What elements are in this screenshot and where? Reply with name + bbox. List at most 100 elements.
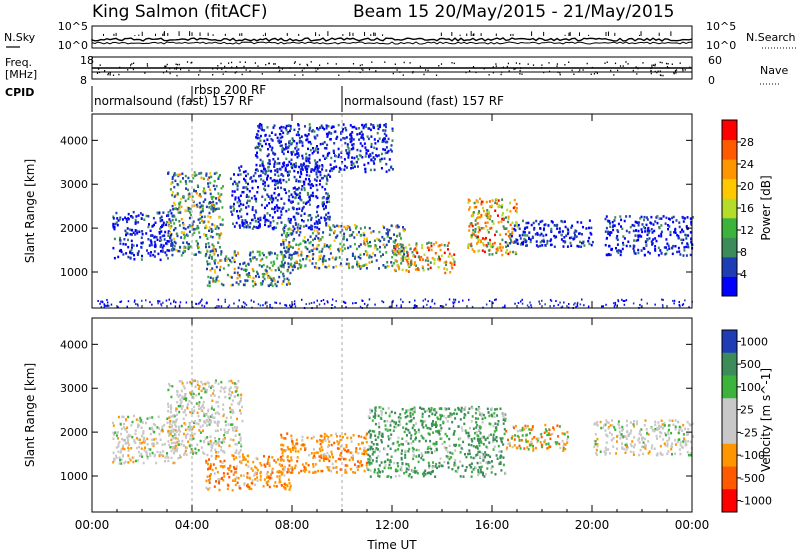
data-cell [297,267,300,270]
data-cell [302,225,305,228]
data-cell [522,232,525,236]
data-cell [325,156,328,160]
data-cell [220,282,223,286]
data-cell [212,249,215,253]
data-cell [269,283,272,286]
data-cell [184,174,187,178]
ground-scatter-cell [433,302,436,305]
freq-dot [217,65,219,67]
ground-scatter-cell [135,303,137,305]
data-cell [414,408,416,411]
data-cell [243,222,246,226]
data-cell [266,204,268,207]
data-cell [428,246,431,250]
data-cell [210,454,213,458]
data-cell [350,451,353,454]
data-cell [383,157,386,160]
data-cell [285,209,288,213]
data-cell [215,197,218,200]
power-colorbar-label: Power [dB] [759,175,773,240]
data-cell [178,443,181,446]
data-cell [512,250,515,254]
data-cell [480,470,483,474]
data-cell [324,439,327,442]
data-cell [280,221,283,224]
data-cell [209,467,212,470]
data-cell [410,263,413,267]
data-cell [637,251,640,255]
data-cell [171,446,174,449]
data-cell [326,457,329,460]
data-cell [387,444,390,448]
data-cell [149,432,152,436]
data-cell [650,228,653,231]
data-cell [212,252,215,256]
data-cell [435,425,437,429]
data-cell [373,162,376,165]
data-cell [300,469,303,473]
data-cell [326,154,329,157]
data-cell [629,244,632,248]
data-cell [234,426,236,429]
data-cell [170,408,172,411]
ground-scatter-cell [452,302,455,305]
data-cell [169,231,171,235]
data-cell [415,248,418,252]
data-cell [424,259,427,262]
data-cell [188,444,191,447]
data-cell [384,137,386,140]
data-cell [478,229,481,232]
noise-sky-trace [91,37,693,42]
ground-scatter-cell [462,299,464,302]
data-cell [588,236,591,240]
data-cell [308,250,311,253]
ground-scatter-cell [149,301,151,304]
data-cell [328,454,331,457]
data-cell [518,234,521,237]
data-cell [504,417,507,421]
data-cell [305,138,308,142]
data-cell [238,224,241,227]
data-cell [307,238,309,242]
data-cell [124,243,127,246]
data-cell [271,279,274,283]
data-cell [272,199,275,202]
data-cell [339,434,342,438]
data-cell [409,411,412,415]
data-cell [292,138,294,142]
data-cell [329,252,332,255]
data-cell [140,246,143,249]
data-cell [212,385,215,388]
data-cell [299,180,302,183]
data-cell [269,224,272,227]
data-cell [246,224,249,227]
data-cell [321,260,324,264]
data-cell [302,258,305,261]
data-cell [336,440,339,443]
data-cell [248,487,251,491]
data-cell [301,439,304,442]
data-cell [244,458,246,461]
data-cell [224,259,227,262]
data-cell [302,201,305,204]
data-cell [145,453,148,457]
data-cell [208,458,210,461]
data-cell [686,216,689,219]
data-cell [187,188,189,192]
ground-scatter-cell [290,305,292,308]
data-cell [474,466,477,470]
data-cell [251,479,254,482]
data-cell [379,416,382,420]
data-cell [468,199,471,202]
data-cell [349,228,352,232]
data-cell [262,179,265,183]
data-cell [245,174,247,178]
ground-scatter-cell [573,303,575,306]
freq-dot [673,72,675,75]
freq-dot [279,69,281,72]
freq-dot [228,62,230,64]
data-cell [617,249,620,252]
freq-dot [622,65,624,67]
data-cell [172,208,175,211]
data-cell [448,444,451,448]
